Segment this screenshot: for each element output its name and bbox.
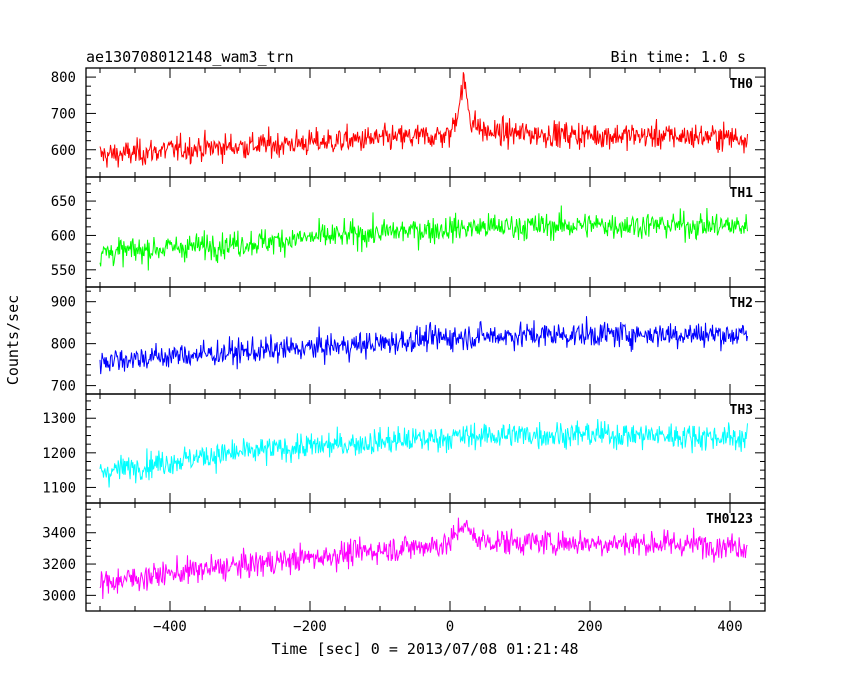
y-tick-label: 700: [51, 106, 76, 122]
panel-frame-th0123: [85, 502, 766, 612]
y-tick-label: 550: [51, 263, 76, 279]
chart-title: ae130708012148_wam3_trn: [86, 48, 294, 66]
y-tick-label: 700: [51, 379, 76, 395]
y-tick-label: 1200: [42, 446, 76, 462]
panel-frame-th3: [85, 393, 766, 504]
y-tick-label: 1300: [42, 411, 76, 427]
panel-label-th3: TH3: [730, 403, 753, 418]
y-tick-label: 800: [51, 70, 76, 86]
series-line-th2: [99, 316, 748, 375]
series-line-th3: [99, 419, 748, 488]
panel-frame-th0: [85, 67, 766, 178]
series-line-th0123: [99, 517, 748, 600]
x-axis-label: Time [sec] 0 = 2013/07/08 01:21:48: [271, 640, 578, 658]
x-tick-label: −200: [293, 619, 327, 635]
x-tick-label: 0: [446, 619, 454, 635]
series-line-th1: [99, 205, 748, 271]
y-tick-label: 600: [51, 143, 76, 159]
y-tick-label: 3200: [42, 557, 76, 573]
panel-label-th0: TH0: [730, 77, 754, 92]
series-line-th0: [99, 72, 748, 168]
x-tick-label: 200: [577, 619, 602, 635]
y-tick-label: 650: [51, 194, 76, 210]
panel-label-th2: TH2: [730, 296, 753, 311]
x-tick-label: −400: [153, 619, 187, 635]
panel-label-th0123: TH0123: [706, 512, 753, 527]
panel-label-th1: TH1: [730, 186, 754, 201]
y-tick-label: 900: [51, 295, 76, 311]
x-tick-label: 400: [717, 619, 742, 635]
y-tick-label: 3000: [42, 588, 76, 604]
y-tick-label: 3400: [42, 526, 76, 542]
y-tick-label: 600: [51, 228, 76, 244]
y-tick-label: 1100: [42, 480, 76, 496]
y-tick-label: 800: [51, 337, 76, 353]
y-axis-label: Counts/sec: [4, 295, 22, 385]
bin-time-label: Bin time: 1.0 s: [611, 48, 746, 66]
panels-group: 600 700 800 TH0 550 600 650 TH1 700 800 900 TH2 1100…: [42, 67, 766, 635]
